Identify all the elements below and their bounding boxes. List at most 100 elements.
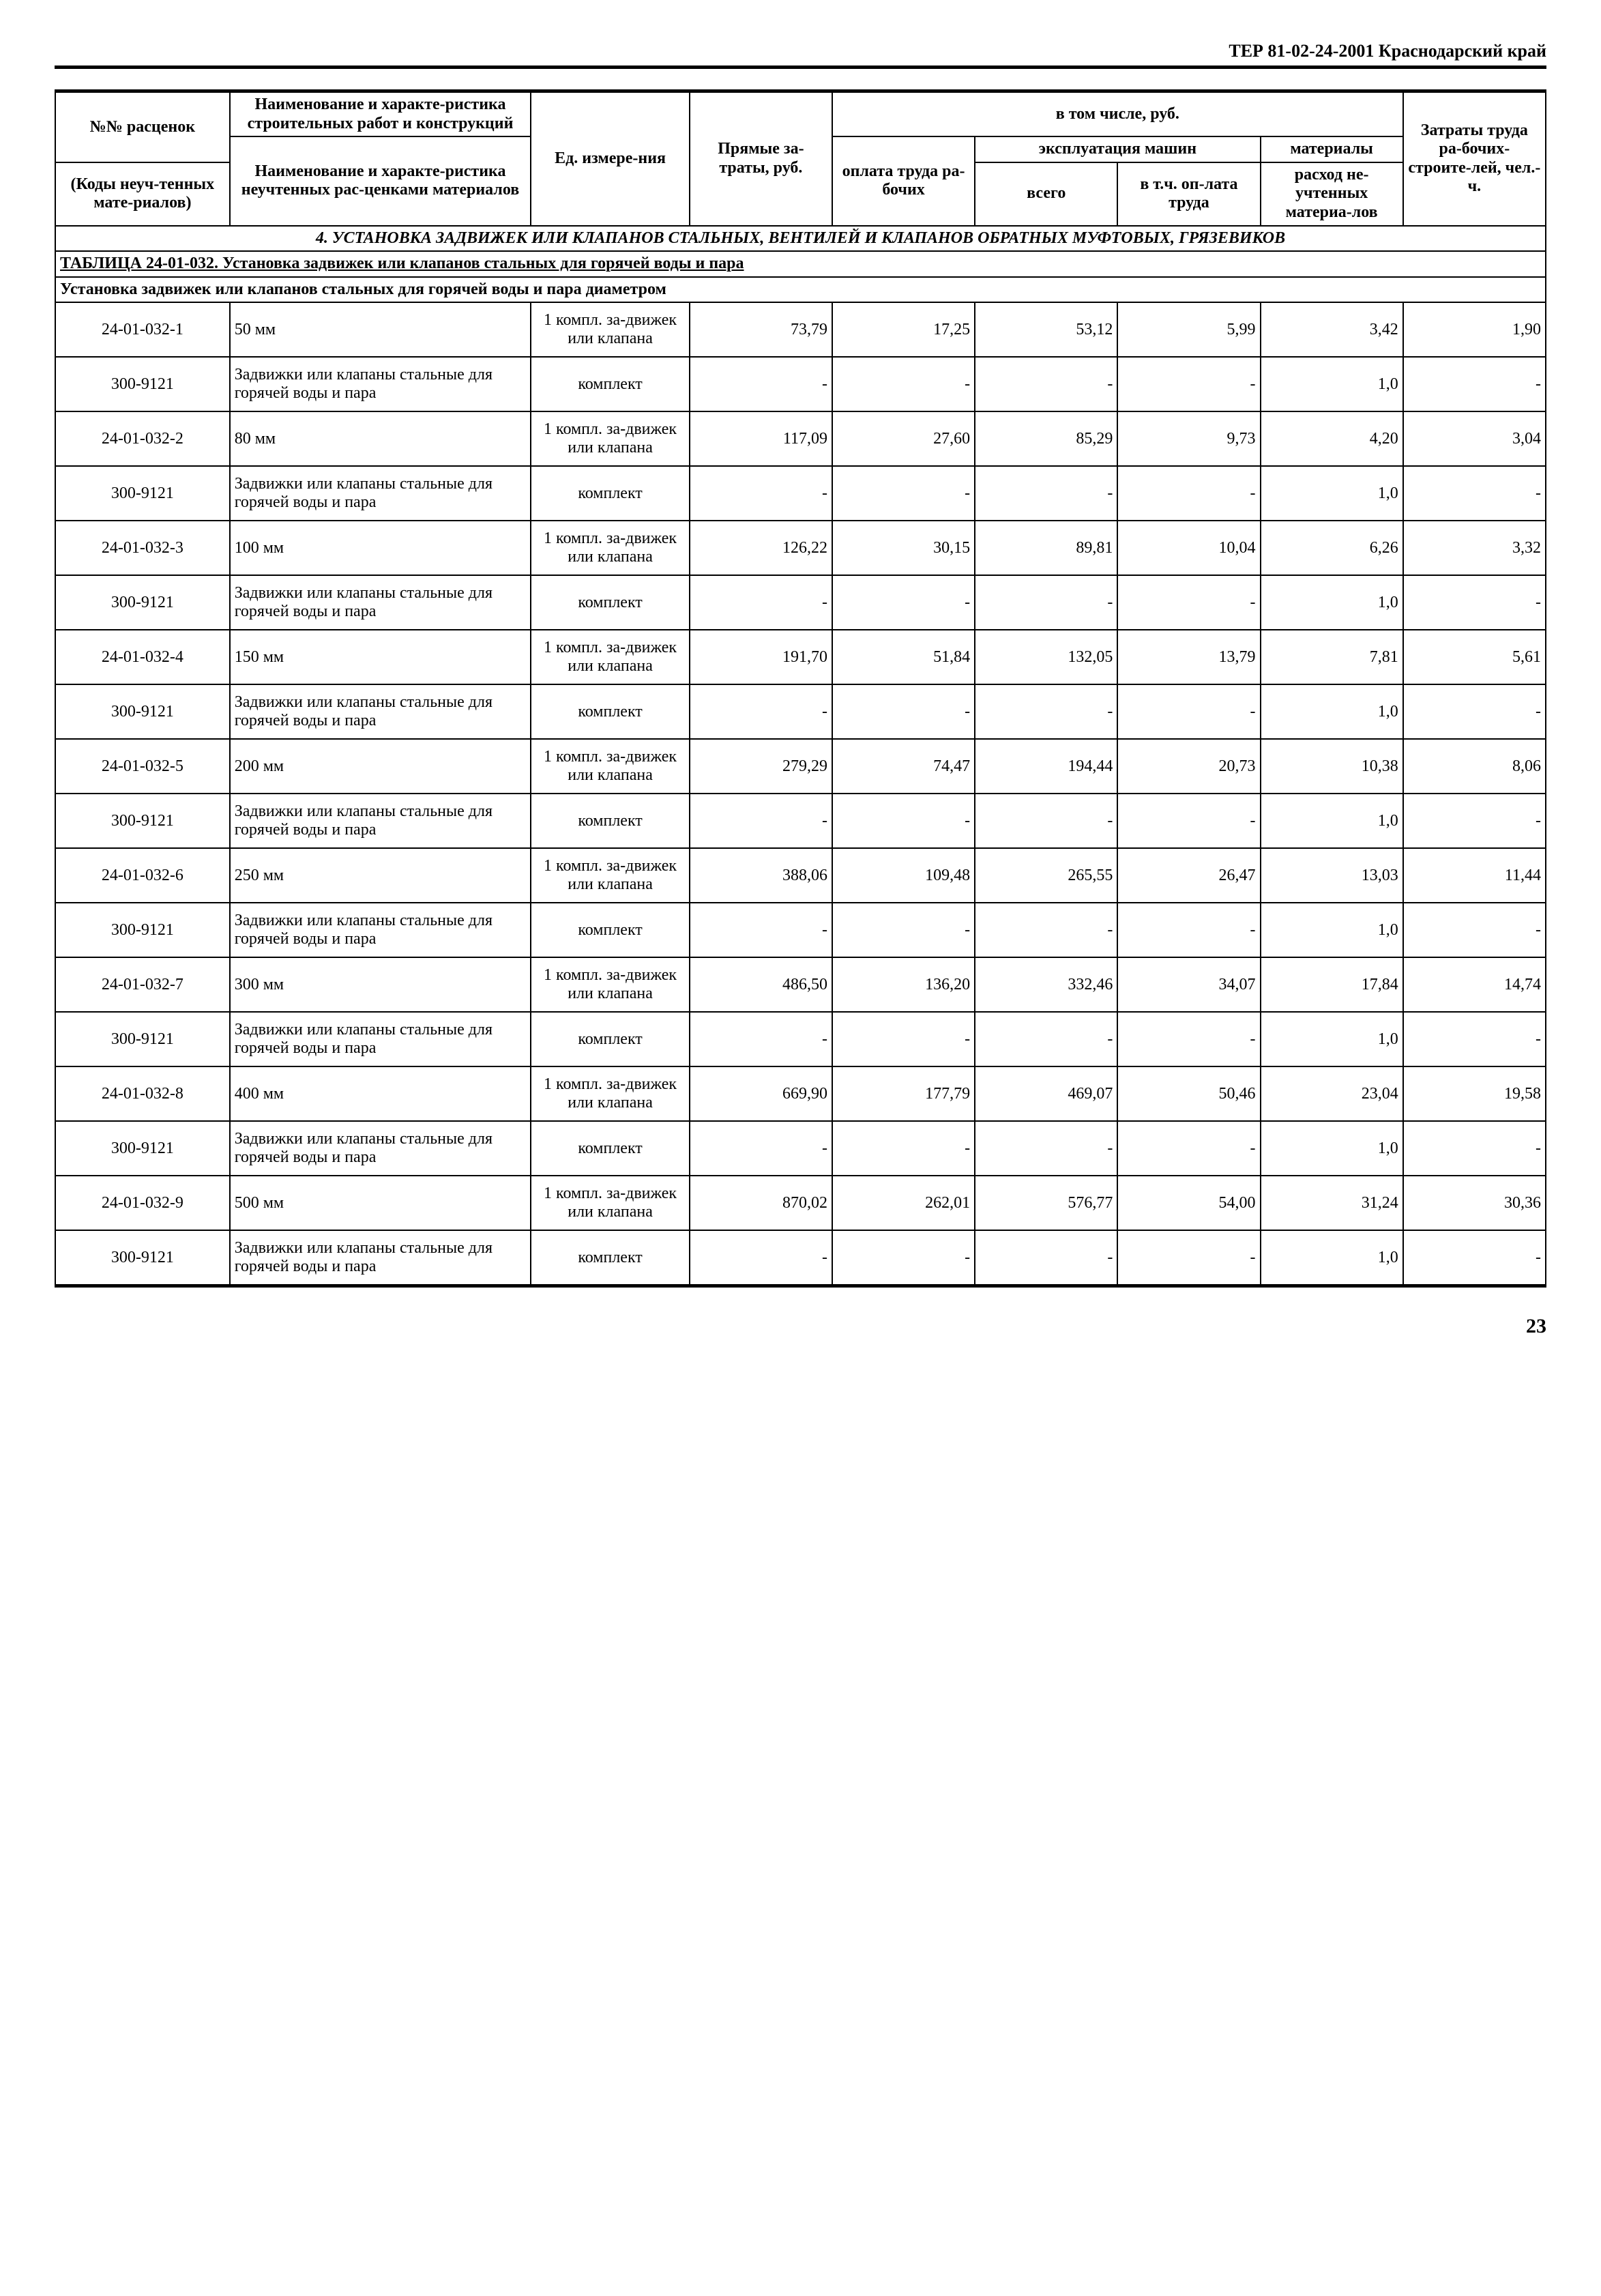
dash: - <box>975 684 1117 739</box>
rate-mach-total: 89,81 <box>975 521 1117 575</box>
dash: - <box>1117 466 1260 521</box>
rate-hours: 19,58 <box>1403 1066 1546 1121</box>
rate-mach-labor: 10,04 <box>1117 521 1260 575</box>
rate-materials: 13,03 <box>1261 848 1403 903</box>
material-code: 300-9121 <box>55 1121 230 1176</box>
dash: - <box>832 357 975 411</box>
material-qty: 1,0 <box>1261 575 1403 630</box>
dash: - <box>1403 1230 1546 1286</box>
hdr-materials: материалы <box>1261 136 1403 162</box>
material-row: 300-9121Задвижки или клапаны стальные дл… <box>55 575 1546 630</box>
material-name: Задвижки или клапаны стальные для горяче… <box>230 466 531 521</box>
rate-row: 24-01-032-150 мм1 компл. за-движек или к… <box>55 302 1546 357</box>
dash: - <box>1403 575 1546 630</box>
rate-direct: 191,70 <box>690 630 832 684</box>
table-title-cell: ТАБЛИЦА 24-01-032. Установка задвижек ил… <box>55 251 1546 277</box>
dash: - <box>975 1121 1117 1176</box>
rate-hours: 5,61 <box>1403 630 1546 684</box>
rate-hours: 3,32 <box>1403 521 1546 575</box>
hdr-incl: в том числе, руб. <box>832 91 1403 137</box>
rate-name: 400 мм <box>230 1066 531 1121</box>
dash: - <box>1403 1121 1546 1176</box>
pricing-table: №№ расценок Наименование и характе-ристи… <box>55 89 1546 1288</box>
rate-labor: 262,01 <box>832 1176 975 1230</box>
rate-code: 24-01-032-9 <box>55 1176 230 1230</box>
material-code: 300-9121 <box>55 903 230 957</box>
rate-unit: 1 компл. за-движек или клапана <box>531 302 689 357</box>
table-title-row: ТАБЛИЦА 24-01-032. Установка задвижек ил… <box>55 251 1546 277</box>
table-subtitle: Установка задвижек или клапанов стальных… <box>55 277 1546 303</box>
rate-name: 50 мм <box>230 302 531 357</box>
rate-hours: 14,74 <box>1403 957 1546 1012</box>
material-name: Задвижки или клапаны стальные для горяче… <box>230 903 531 957</box>
rate-code: 24-01-032-2 <box>55 411 230 466</box>
material-name: Задвижки или клапаны стальные для горяче… <box>230 357 531 411</box>
material-row: 300-9121Задвижки или клапаны стальные дл… <box>55 1230 1546 1286</box>
rate-name: 80 мм <box>230 411 531 466</box>
rate-mach-total: 469,07 <box>975 1066 1117 1121</box>
material-unit: комплект <box>531 684 689 739</box>
dash: - <box>1403 903 1546 957</box>
dash: - <box>975 1012 1117 1066</box>
dash: - <box>975 575 1117 630</box>
material-name: Задвижки или клапаны стальные для горяче… <box>230 575 531 630</box>
dash: - <box>832 575 975 630</box>
material-code: 300-9121 <box>55 357 230 411</box>
document-header: ТЕР 81-02-24-2001 Краснодарский край <box>55 41 1546 69</box>
hdr-code-bot: (Коды неуч-тенных мате-риалов) <box>55 162 230 226</box>
dash: - <box>690 575 832 630</box>
material-row: 300-9121Задвижки или клапаны стальные дл… <box>55 1121 1546 1176</box>
rate-labor: 136,20 <box>832 957 975 1012</box>
material-code: 300-9121 <box>55 794 230 848</box>
rate-unit: 1 компл. за-движек или клапана <box>531 411 689 466</box>
dash: - <box>832 903 975 957</box>
rate-row: 24-01-032-6250 мм1 компл. за-движек или … <box>55 848 1546 903</box>
rate-row: 24-01-032-9500 мм1 компл. за-движек или … <box>55 1176 1546 1230</box>
rate-hours: 8,06 <box>1403 739 1546 794</box>
dash: - <box>1403 1012 1546 1066</box>
material-qty: 1,0 <box>1261 903 1403 957</box>
material-qty: 1,0 <box>1261 1230 1403 1286</box>
rate-code: 24-01-032-7 <box>55 957 230 1012</box>
rate-mach-labor: 5,99 <box>1117 302 1260 357</box>
dash: - <box>832 1121 975 1176</box>
rate-mach-total: 265,55 <box>975 848 1117 903</box>
rate-materials: 6,26 <box>1261 521 1403 575</box>
hdr-direct: Прямые за-траты, руб. <box>690 91 832 226</box>
material-qty: 1,0 <box>1261 1012 1403 1066</box>
material-unit: комплект <box>531 903 689 957</box>
rate-mach-total: 85,29 <box>975 411 1117 466</box>
rate-direct: 117,09 <box>690 411 832 466</box>
rate-code: 24-01-032-3 <box>55 521 230 575</box>
rate-mach-total: 53,12 <box>975 302 1117 357</box>
hdr-labor-pay: оплата труда ра-бочих <box>832 136 975 225</box>
hdr-unit: Ед. измере-ния <box>531 91 689 226</box>
dash: - <box>1403 684 1546 739</box>
rate-labor: 30,15 <box>832 521 975 575</box>
page: ТЕР 81-02-24-2001 Краснодарский край №№ … <box>55 41 1546 1338</box>
material-row: 300-9121Задвижки или клапаны стальные дл… <box>55 357 1546 411</box>
hdr-mach-total: всего <box>975 162 1117 226</box>
rate-mach-total: 332,46 <box>975 957 1117 1012</box>
dash: - <box>832 1230 975 1286</box>
hdr-code-top: №№ расценок <box>60 118 225 137</box>
dash: - <box>690 684 832 739</box>
material-unit: комплект <box>531 575 689 630</box>
rate-labor: 51,84 <box>832 630 975 684</box>
material-row: 300-9121Задвижки или клапаны стальные дл… <box>55 1012 1546 1066</box>
hdr-name-top: Наименование и характе-ристика строитель… <box>230 91 531 137</box>
dash: - <box>832 794 975 848</box>
rate-unit: 1 компл. за-движек или клапана <box>531 1066 689 1121</box>
dash: - <box>690 794 832 848</box>
material-qty: 1,0 <box>1261 1121 1403 1176</box>
rate-mach-total: 132,05 <box>975 630 1117 684</box>
dash: - <box>975 466 1117 521</box>
material-name: Задвижки или клапаны стальные для горяче… <box>230 1012 531 1066</box>
hdr-labor-cost: Затраты труда ра-бочих-строите-лей, чел.… <box>1403 91 1546 226</box>
rate-row: 24-01-032-3100 мм1 компл. за-движек или … <box>55 521 1546 575</box>
dash: - <box>690 1012 832 1066</box>
rate-materials: 3,42 <box>1261 302 1403 357</box>
hdr-mat-unacc: расход не-учтенных материа-лов <box>1261 162 1403 226</box>
rate-code: 24-01-032-6 <box>55 848 230 903</box>
dash: - <box>1403 466 1546 521</box>
